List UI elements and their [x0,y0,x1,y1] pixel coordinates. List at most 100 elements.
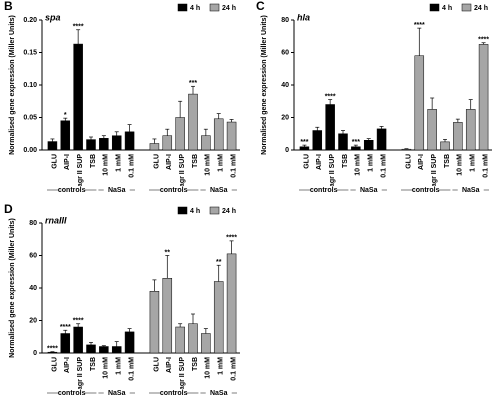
bar [86,344,96,354]
bar [376,128,387,151]
bar [111,346,122,354]
group-label-bg [103,186,130,194]
y-tick-label: 0 [33,350,37,357]
bar [325,104,335,151]
x-tick-label: TSB [342,154,349,168]
chart-title: hla [297,12,310,22]
x-tick-label: AIP-I [64,154,71,170]
significance: * [64,112,67,119]
bar [440,141,450,151]
significance: **** [60,324,71,331]
panel-letter: C [256,0,265,13]
x-tick-label: AIP-I [166,357,173,373]
bar [201,333,211,354]
x-tick-label: 0.1 mM [128,154,135,178]
bar [401,148,412,151]
legend-swatch [209,3,220,12]
legend-swatch [177,3,188,12]
significance: *** [300,139,308,146]
significance: *** [189,80,197,87]
group-label: controls [160,390,188,397]
bar [86,139,96,151]
bar [213,118,224,151]
significance: **** [73,24,84,31]
bar [188,323,198,354]
group-label: NaSa [210,187,228,194]
group-label-bg [205,186,232,194]
bar [226,253,237,354]
x-tick-label: GLU [303,154,310,169]
y-tick-label: 0.15 [23,49,37,56]
y-tick-label: 0.05 [23,114,37,121]
legend-label: 4 h [442,5,452,12]
legend-label: 4 h [190,5,200,12]
x-tick-label: 0.1 mM [230,154,237,178]
x-tick-label: 10 mM [205,357,212,379]
x-tick-label: TSB [90,154,97,168]
bar [213,281,224,354]
x-tick-label: agr II SUP [431,154,438,187]
y-tick-label: 0.20 [23,17,37,24]
x-tick-label: 1 mM [218,154,225,172]
bar [73,43,83,151]
bar [414,55,425,151]
group-label: controls [58,390,86,397]
bar [299,146,310,151]
y-tick-label: 40 [29,285,37,292]
x-tick-label: 1 mM [218,357,225,375]
group-label-bg [160,186,187,194]
legend-swatch [429,3,440,12]
legend-swatch [461,3,472,12]
panel-letter: D [4,202,13,216]
y-tick-label: 0 [285,147,289,154]
legend-label: 24 h [222,5,236,12]
x-tick-label: TSB [90,357,97,371]
chart-title: rnaIII [45,215,67,225]
x-tick-label: 10 mM [103,357,110,379]
bar [47,141,58,151]
x-tick-label: 0.1 mM [128,357,135,381]
x-tick-label: AIP-I [316,154,323,170]
significance: **** [414,22,425,29]
bar [124,331,135,354]
bar [427,109,437,151]
bar [175,117,185,151]
bar [188,93,198,151]
y-axis-label: Normalised gene expression (Miller Units… [261,15,268,155]
group-label-bg [205,389,232,397]
y-tick-label: 20 [29,317,37,324]
x-tick-label: AIP-I [418,154,425,170]
panel-letter: B [4,0,13,13]
bar [73,326,83,354]
x-tick-label: AIP-I [166,154,173,170]
x-tick-label: 0.1 mM [230,357,237,381]
y-tick-label: 20 [281,114,289,121]
x-tick-label: agr II SUP [179,154,186,187]
bar [60,120,71,151]
significance: ** [165,249,171,256]
y-tick-label: 60 [281,49,289,56]
x-tick-label: 10 mM [355,154,362,176]
x-tick-label: 1 mM [470,154,477,172]
bar [453,122,463,151]
bar [338,133,348,151]
x-tick-label: 10 mM [205,154,212,176]
y-tick-label: 80 [29,220,37,227]
significance: **** [325,93,336,100]
x-tick-label: TSB [192,357,199,371]
x-tick-label: agr II SUP [329,154,336,187]
group-label: NaSa [108,187,126,194]
bar [99,138,109,151]
legend-label: 24 h [222,208,236,215]
x-tick-label: GLU [51,154,58,169]
x-tick-label: 0.1 mM [482,154,489,178]
bar [99,346,109,354]
group-label-bg [355,186,382,194]
x-tick-label: GLU [405,154,412,169]
group-label: NaSa [108,390,126,397]
legend-swatch [209,206,220,215]
bar [226,121,237,151]
x-tick-label: GLU [51,357,58,372]
